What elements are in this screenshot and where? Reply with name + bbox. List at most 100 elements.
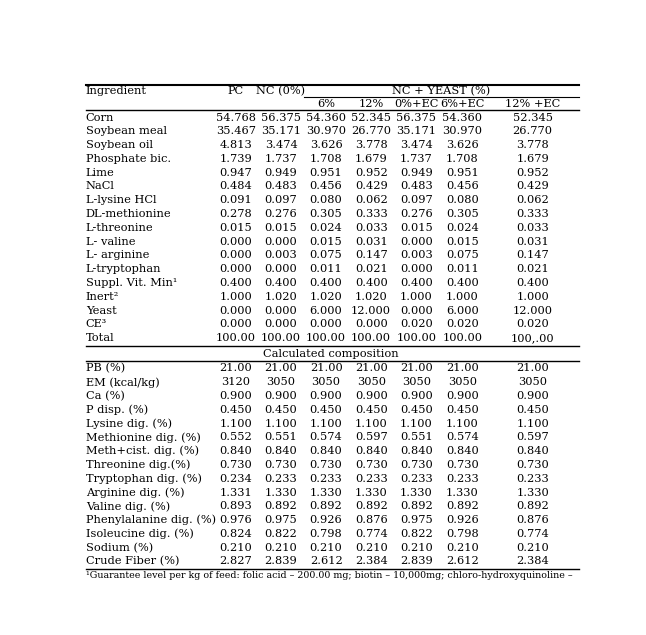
Text: 0.840: 0.840 [309, 446, 342, 456]
Text: 3.474: 3.474 [400, 140, 433, 150]
Text: Yeast: Yeast [86, 305, 116, 316]
Text: Soybean oil: Soybean oil [86, 140, 152, 150]
Text: 0.000: 0.000 [220, 250, 253, 260]
Text: 3050: 3050 [267, 377, 295, 387]
Text: 0.926: 0.926 [309, 515, 342, 525]
Text: 0.020: 0.020 [446, 319, 479, 330]
Text: Isoleucine dig. (%): Isoleucine dig. (%) [86, 529, 194, 539]
Text: 0.000: 0.000 [309, 319, 342, 330]
Text: 1.020: 1.020 [309, 291, 342, 302]
Text: 6.000: 6.000 [309, 305, 342, 316]
Text: 26.770: 26.770 [351, 126, 391, 137]
Text: 1.100: 1.100 [400, 418, 433, 429]
Text: 0.000: 0.000 [400, 237, 433, 246]
Text: NC + YEAST (%): NC + YEAST (%) [392, 86, 490, 97]
Text: 0.429: 0.429 [355, 182, 388, 192]
Text: 0.233: 0.233 [265, 474, 297, 484]
Text: 1.708: 1.708 [309, 154, 342, 164]
Text: 0.456: 0.456 [309, 182, 342, 192]
Text: 0.075: 0.075 [309, 250, 342, 260]
Text: Crude Fiber (%): Crude Fiber (%) [86, 556, 179, 566]
Text: 0.210: 0.210 [309, 543, 342, 552]
Text: 35.171: 35.171 [261, 126, 301, 137]
Text: 0.900: 0.900 [400, 391, 433, 401]
Text: 0.730: 0.730 [220, 460, 253, 470]
Text: 0.400: 0.400 [265, 278, 297, 288]
Text: 2.839: 2.839 [265, 556, 297, 566]
Text: 1.330: 1.330 [446, 488, 479, 498]
Text: 0.015: 0.015 [220, 223, 253, 233]
Text: 0.774: 0.774 [355, 529, 388, 539]
Text: 0.233: 0.233 [309, 474, 342, 484]
Text: 0.429: 0.429 [516, 182, 549, 192]
Text: 0.730: 0.730 [309, 460, 342, 470]
Text: L-lysine HCl: L-lysine HCl [86, 195, 156, 205]
Text: 0.824: 0.824 [220, 529, 253, 539]
Text: L- arginine: L- arginine [86, 250, 149, 260]
Text: 0.597: 0.597 [355, 432, 388, 443]
Text: 1.020: 1.020 [265, 291, 297, 302]
Text: Phosphate bic.: Phosphate bic. [86, 154, 171, 164]
Text: 0.333: 0.333 [516, 209, 549, 219]
Text: 2.612: 2.612 [446, 556, 479, 566]
Text: 0.011: 0.011 [446, 264, 479, 274]
Text: 0.000: 0.000 [220, 237, 253, 246]
Text: 0.033: 0.033 [355, 223, 388, 233]
Text: Meth+cist. dig. (%): Meth+cist. dig. (%) [86, 446, 199, 457]
Text: 52.345: 52.345 [351, 112, 391, 123]
Text: 0.840: 0.840 [446, 446, 479, 456]
Text: Calculated composition: Calculated composition [264, 349, 399, 359]
Text: 0.400: 0.400 [400, 278, 433, 288]
Text: 0.080: 0.080 [446, 195, 479, 205]
Text: 100.00: 100.00 [351, 333, 391, 343]
Text: L- valine: L- valine [86, 237, 135, 246]
Text: 0.951: 0.951 [446, 168, 479, 178]
Text: 0.278: 0.278 [220, 209, 253, 219]
Text: 3.626: 3.626 [446, 140, 479, 150]
Text: Total: Total [86, 333, 114, 343]
Text: 1.737: 1.737 [265, 154, 297, 164]
Text: 3120: 3120 [222, 377, 251, 387]
Text: 1.000: 1.000 [516, 291, 549, 302]
Text: 1.708: 1.708 [446, 154, 479, 164]
Text: 0.000: 0.000 [265, 319, 297, 330]
Text: 0.840: 0.840 [265, 446, 297, 456]
Text: 0.730: 0.730 [355, 460, 388, 470]
Text: L-tryptophan: L-tryptophan [86, 264, 162, 274]
Text: Tryptophan dig. (%): Tryptophan dig. (%) [86, 474, 202, 484]
Text: 0.021: 0.021 [516, 264, 549, 274]
Text: 0.483: 0.483 [265, 182, 297, 192]
Text: 0.400: 0.400 [446, 278, 479, 288]
Text: 0.450: 0.450 [265, 405, 297, 415]
Text: 0.015: 0.015 [309, 237, 342, 246]
Text: 1.000: 1.000 [446, 291, 479, 302]
Text: 21.00: 21.00 [265, 363, 297, 373]
Text: 0.097: 0.097 [400, 195, 433, 205]
Text: 0.011: 0.011 [309, 264, 342, 274]
Text: 0.450: 0.450 [400, 405, 433, 415]
Text: 100.00: 100.00 [443, 333, 483, 343]
Text: 0.893: 0.893 [220, 502, 253, 511]
Text: 0.234: 0.234 [220, 474, 253, 484]
Text: 0.840: 0.840 [355, 446, 388, 456]
Text: 0.483: 0.483 [400, 182, 433, 192]
Text: Methionine dig. (%): Methionine dig. (%) [86, 432, 201, 443]
Text: 0.020: 0.020 [516, 319, 549, 330]
Text: 0.075: 0.075 [446, 250, 479, 260]
Text: 0.450: 0.450 [355, 405, 388, 415]
Text: 0.031: 0.031 [516, 237, 549, 246]
Text: Lysine dig. (%): Lysine dig. (%) [86, 418, 172, 429]
Text: 0.840: 0.840 [220, 446, 253, 456]
Text: 0.015: 0.015 [265, 223, 297, 233]
Text: 0.080: 0.080 [309, 195, 342, 205]
Text: 1.331: 1.331 [220, 488, 253, 498]
Text: 100.00: 100.00 [306, 333, 346, 343]
Text: 2.384: 2.384 [355, 556, 388, 566]
Text: 0.876: 0.876 [516, 515, 549, 525]
Text: Phenylalanine dig. (%): Phenylalanine dig. (%) [86, 515, 216, 525]
Text: 0.952: 0.952 [355, 168, 388, 178]
Text: 0.333: 0.333 [355, 209, 388, 219]
Text: 0.892: 0.892 [309, 502, 342, 511]
Text: 54.768: 54.768 [216, 112, 256, 123]
Text: 0.551: 0.551 [265, 432, 297, 443]
